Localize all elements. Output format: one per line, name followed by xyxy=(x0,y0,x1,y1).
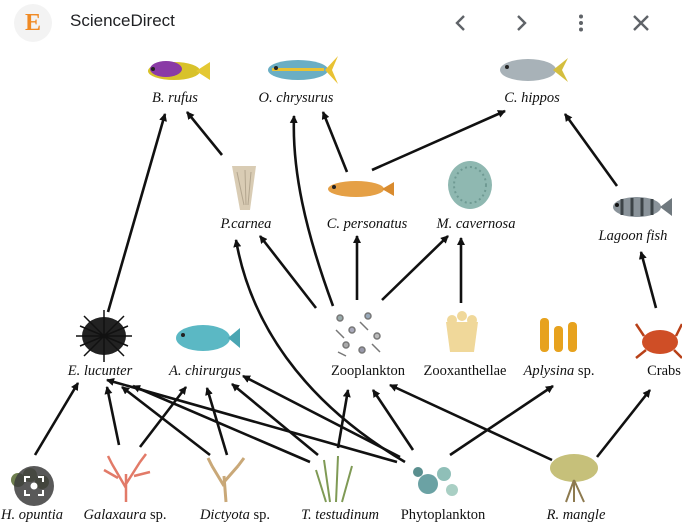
m-cavernosa-image xyxy=(448,161,492,209)
arrow-cpersonatus-chippos xyxy=(371,109,506,172)
label-aplysina-genus: Aplysina xyxy=(523,363,575,379)
arrow-phyto-elucunter xyxy=(106,378,398,464)
arrow-phyto-achirurgus xyxy=(242,374,401,459)
label-dictyota-genus: Dictyota xyxy=(199,507,250,523)
zooplankton-image xyxy=(335,312,381,357)
phytoplankton-image xyxy=(413,467,458,496)
label-r-mangle: R. mangle xyxy=(546,507,606,523)
t-testudinum-image xyxy=(315,455,353,503)
more-options-button[interactable] xyxy=(563,5,599,41)
site-name: ScienceDirect xyxy=(70,11,175,30)
arrow-galaxaura-achirurgus xyxy=(138,386,188,448)
arrow-zoo-mcavernosa xyxy=(381,235,449,301)
dictyota-image xyxy=(206,457,246,503)
c-personatus-image xyxy=(328,181,394,197)
arrow-cpersonatus-ochrysurus xyxy=(321,111,349,173)
arrow-ttestudinum-zoo xyxy=(336,389,351,449)
galaxaura-image xyxy=(103,453,151,502)
arrow-ttestudinum-achirurgus xyxy=(231,382,319,457)
label-p-carnea: P.carnea xyxy=(220,216,272,232)
close-button[interactable] xyxy=(623,5,659,41)
arrow-phyto-zoo xyxy=(371,389,415,451)
lagoon-fish-image xyxy=(613,197,672,217)
label-c-personatus: C. personatus xyxy=(327,216,408,232)
label-phytoplankton: Phytoplankton xyxy=(401,507,486,523)
label-e-lucunter: E. lucunter xyxy=(67,363,133,379)
aplysina-image xyxy=(540,318,577,352)
sciencedirect-logo[interactable]: E xyxy=(14,4,52,42)
label-galaxaura-sp: sp. xyxy=(146,507,166,523)
label-galaxaura: Galaxaura sp. xyxy=(84,507,167,523)
p-carnea-image xyxy=(232,166,256,210)
lens-search-button[interactable] xyxy=(14,466,54,506)
o-chrysurus-image xyxy=(268,56,338,84)
arrow-phyto-aplysina xyxy=(449,384,554,457)
arrow-dictyota-elucunter xyxy=(121,385,211,457)
label-zooxanthellae: Zooxanthellae xyxy=(424,363,507,379)
lens-search-icon xyxy=(24,476,44,496)
label-aplysina: Aplysina sp. xyxy=(523,363,595,379)
back-button[interactable] xyxy=(443,5,479,41)
arrow-zoo-ochrysurus xyxy=(289,115,335,307)
arrow-elucunter-brufus xyxy=(106,113,167,313)
arrow-pcarnea-brufus xyxy=(185,111,224,156)
more-vert-icon xyxy=(579,14,583,32)
label-aplysina-sp: sp. xyxy=(574,363,594,379)
arrow-rmangle-crabs xyxy=(595,389,652,458)
logo-letter: E xyxy=(24,9,41,36)
arrow-lagoon-chippos xyxy=(563,113,619,187)
zooxanthellae-image xyxy=(446,311,478,352)
forward-button[interactable] xyxy=(503,5,539,41)
label-zooplankton: Zooplankton xyxy=(331,363,406,379)
label-c-hippos: C. hippos xyxy=(504,90,560,106)
label-a-chirurgus: A. chirurgus xyxy=(168,363,241,379)
chevron-right-icon xyxy=(517,15,527,31)
arrow-ttestudinum-elucunter xyxy=(132,384,311,464)
top-bar: E ScienceDirect xyxy=(0,0,682,46)
labels: B. rufus O. chrysurus C. hippos P.carnea… xyxy=(0,90,681,523)
arrow-rmangle-zoo xyxy=(389,383,553,462)
label-h-opuntia: H. opuntia xyxy=(0,507,63,523)
arrow-phyto-pcarnea xyxy=(233,239,406,464)
label-lagoon-fish: Lagoon fish xyxy=(598,228,668,244)
label-dictyota-sp: sp. xyxy=(250,507,270,523)
b-rufus-image xyxy=(148,61,210,80)
label-t-testudinum: T. testudinum xyxy=(301,507,379,523)
a-chirurgus-image xyxy=(176,325,240,351)
label-galaxaura-genus: Galaxaura xyxy=(84,507,147,523)
arrow-crabs-lagoon xyxy=(638,251,658,309)
chevron-left-icon xyxy=(455,15,465,31)
e-lucunter-image xyxy=(76,310,132,362)
arrow-hopuntia-elucunter xyxy=(33,382,80,456)
close-icon xyxy=(633,15,649,31)
label-dictyota: Dictyota sp. xyxy=(199,507,270,523)
arrows xyxy=(33,109,658,464)
arrow-galaxaura-elucunter xyxy=(104,386,121,446)
label-o-chrysurus: O. chrysurus xyxy=(259,90,334,106)
c-hippos-image xyxy=(500,58,568,82)
arrow-zoo-pcarnea xyxy=(258,235,318,309)
crabs-image xyxy=(634,323,682,359)
food-web-diagram: B. rufus O. chrysurus C. hippos P.carnea… xyxy=(0,56,682,523)
label-crabs: Crabs xyxy=(647,363,681,379)
label-b-rufus: B. rufus xyxy=(152,90,198,106)
r-mangle-image xyxy=(550,454,598,503)
label-m-cavernosa: M. cavernosa xyxy=(436,216,516,232)
